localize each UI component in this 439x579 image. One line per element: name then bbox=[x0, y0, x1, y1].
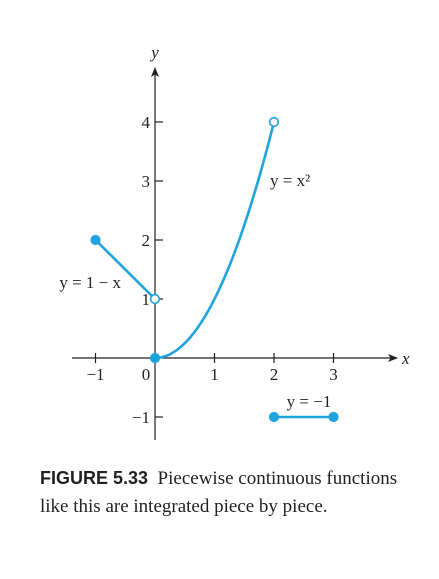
open-endpoint bbox=[149, 293, 161, 305]
series-curve-0 bbox=[94, 238, 157, 301]
series-label-minus-one: y = −1 bbox=[287, 392, 332, 411]
y-tick-label: 4 bbox=[142, 113, 151, 132]
y-tick-label: 3 bbox=[142, 172, 151, 191]
x-tick-label: 0 bbox=[142, 365, 151, 384]
caption-text: Piecewise continuous functions like this… bbox=[40, 468, 398, 517]
open-endpoint bbox=[268, 116, 280, 128]
y-axis-ticks: −1 1 2 3 4 bbox=[132, 113, 163, 427]
x-tick-label: 3 bbox=[329, 365, 338, 384]
piecewise-function-plot: x y −1 0 1 2 3 −1 1 2 3 4 y = 1 − x y = x² y = −… bbox=[59, 43, 410, 440]
x-axis-ticks: −1 0 1 2 3 bbox=[86, 353, 338, 384]
x-tick-label: 2 bbox=[270, 365, 279, 384]
function-graphs bbox=[90, 116, 339, 423]
x-tick-label: −1 bbox=[86, 365, 104, 384]
closed-endpoint bbox=[149, 352, 161, 364]
closed-endpoint bbox=[328, 411, 339, 423]
y-tick-label: 1 bbox=[142, 290, 151, 309]
figure-caption: FIGURE 5.33 Piecewise continuous functio… bbox=[40, 464, 420, 521]
series-label-x-squared: y = x² bbox=[270, 171, 310, 190]
y-tick-label: −1 bbox=[132, 408, 150, 427]
series-label-one-minus-x: y = 1 − x bbox=[59, 273, 121, 292]
x-tick-label: 1 bbox=[210, 365, 219, 384]
y-tick-label: 2 bbox=[142, 231, 151, 250]
figure-number: FIGURE 5.33 bbox=[40, 468, 149, 488]
closed-endpoint bbox=[268, 411, 280, 423]
closed-endpoint bbox=[90, 234, 101, 246]
x-axis-label: x bbox=[401, 349, 410, 368]
series-curve-1 bbox=[153, 120, 276, 360]
y-axis-label: y bbox=[149, 43, 159, 62]
